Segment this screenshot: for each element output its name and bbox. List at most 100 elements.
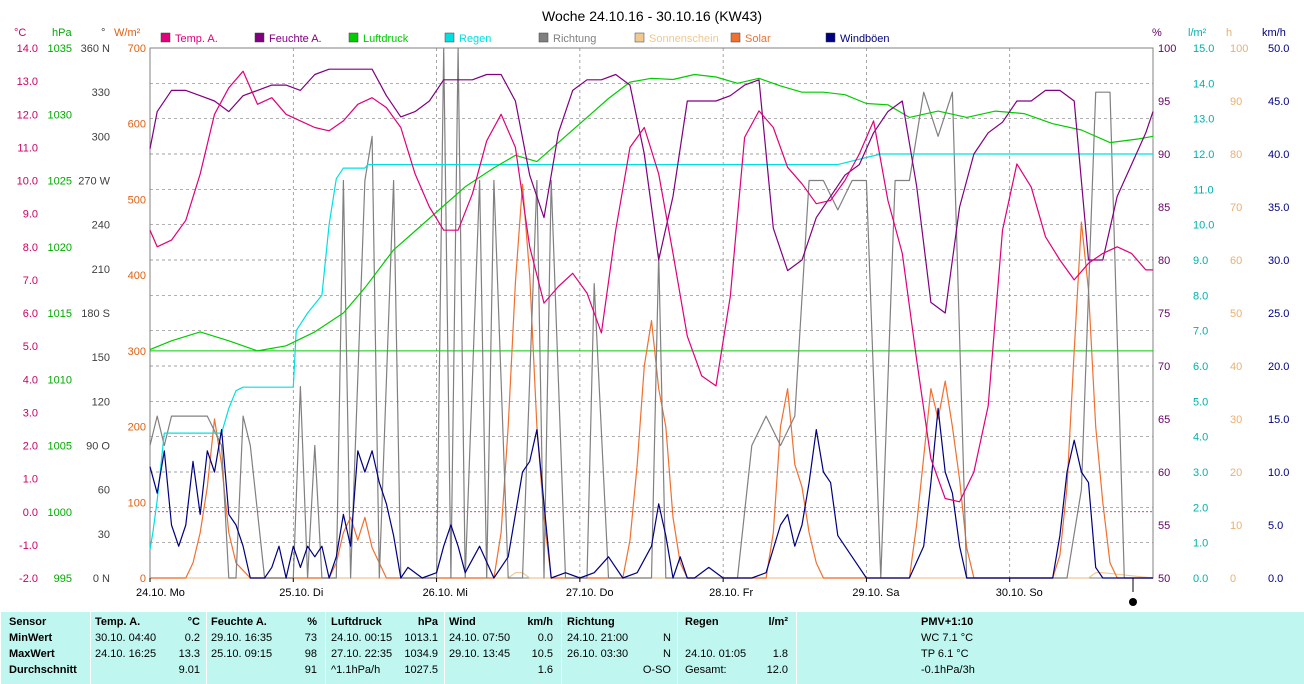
- luftdruck-unit: hPa: [417, 616, 438, 628]
- y-tick-direction: 60: [98, 485, 110, 497]
- y-tick-temp: -2.0: [19, 573, 38, 585]
- richtung-min-time: 24.10. 21:00: [567, 632, 629, 644]
- richtung-avg-value: O-SO: [642, 664, 671, 676]
- legend-swatch: [538, 32, 549, 43]
- y-tick-humidity: 50: [1158, 573, 1170, 585]
- series-line-solar: [150, 183, 1153, 579]
- x-tick-label: 30.10. So: [996, 587, 1043, 599]
- y-tick-solar: 600: [128, 119, 146, 131]
- reference-lines: [150, 350, 1153, 513]
- now-marker-icon: [1129, 598, 1137, 606]
- statistics-table: Sensor MinWert MaxWert Durchschnitt Temp…: [0, 612, 1304, 684]
- y-tick-direction: 270 W: [78, 176, 110, 188]
- y-tick-sunshine: 20: [1230, 467, 1242, 479]
- temp-header: Temp. A.: [95, 616, 141, 628]
- chart-legend: Temp. A. Feuchte A. Luftdruck Regen Richtung…: [160, 32, 890, 45]
- y-tick-rain: 14.0: [1193, 78, 1214, 90]
- axis-unit-rain: l/m²: [1188, 27, 1207, 39]
- richtung-max-time: 26.10. 03:30: [567, 648, 629, 660]
- y-tick-rain: 9.0: [1193, 255, 1208, 267]
- y-tick-humidity: 90: [1158, 149, 1170, 161]
- y-tick-temp: 2.0: [23, 441, 38, 453]
- y-tick-solar: 700: [128, 43, 146, 55]
- regen-max-value: 1.8: [772, 648, 788, 660]
- y-tick-pressure: 1020: [48, 242, 72, 254]
- y-tick-direction: 120: [92, 396, 110, 408]
- chart-title: Woche 24.10.16 - 30.10.16 (KW43): [542, 8, 762, 24]
- weather-chart: Woche 24.10.16 - 30.10.16 (KW43) Temp. A…: [14, 8, 1289, 606]
- y-tick-wind: 40.0: [1268, 149, 1289, 161]
- y-tick-humidity: 70: [1158, 361, 1170, 373]
- y-tick-rain: 0.0: [1193, 573, 1208, 585]
- y-tick-direction: 240: [92, 220, 110, 232]
- y-tick-solar: 500: [128, 194, 146, 206]
- y-tick-sunshine: 70: [1230, 202, 1242, 214]
- y-tick-temp: 14.0: [17, 43, 38, 55]
- y-tick-wind: 50.0: [1268, 43, 1289, 55]
- series-line-luftdruck: [149, 73, 1154, 352]
- series-line-sonnenschein: [150, 572, 1154, 579]
- luftdruck-min-time: 24.10. 00:15: [331, 632, 393, 644]
- wind-header: Wind: [449, 616, 476, 628]
- sensor-header: Sensor: [9, 616, 47, 628]
- y-tick-rain: 15.0: [1193, 43, 1214, 55]
- feuchte-max-value: 98: [304, 648, 317, 660]
- y-tick-sunshine: 30: [1230, 414, 1242, 426]
- y-tick-sunshine: 60: [1230, 255, 1242, 267]
- y-tick-rain: 13.0: [1193, 114, 1214, 126]
- col-richtung: Richtung 24.10. 21:00 N 26.10. 03:30 N O…: [561, 612, 677, 684]
- y-tick-direction: 150: [92, 352, 110, 364]
- legend-swatch: [160, 32, 171, 43]
- y-tick-pressure: 1035: [48, 43, 72, 55]
- x-tick-label: 29.10. Sa: [852, 587, 900, 599]
- luftdruck-max-time: 27.10. 22:35: [331, 648, 393, 660]
- legend-swatch: [634, 32, 645, 43]
- x-tick-label: 26.10. Mi: [423, 587, 468, 599]
- y-tick-direction: 180 S: [81, 308, 110, 320]
- y-tick-humidity: 65: [1158, 414, 1170, 426]
- legend-label: Windböen: [840, 33, 890, 45]
- y-tick-pressure: 1015: [48, 308, 72, 320]
- wind-min-time: 24.10. 07:50: [449, 632, 511, 644]
- y-tick-sunshine: 10: [1230, 520, 1242, 532]
- col-regen: Regen l/m² 24.10. 01:05 1.8 Gesamt: 12.0: [677, 612, 796, 684]
- y-tick-sunshine: 0: [1230, 573, 1236, 585]
- y-tick-humidity: 75: [1158, 308, 1170, 320]
- pmv-header: PMV+1:10: [921, 616, 974, 628]
- y-tick-rain: 7.0: [1193, 326, 1208, 338]
- wind-max-time: 29.10. 13:45: [449, 648, 511, 660]
- y-tick-rain: 11.0: [1193, 184, 1214, 196]
- x-tick-label: 28.10. Fr: [709, 587, 753, 599]
- y-tick-humidity: 55: [1158, 520, 1170, 532]
- legend-label: Richtung: [553, 33, 596, 45]
- y-tick-temp: 12.0: [17, 109, 38, 121]
- luftdruck-avg-value: 1027.5: [404, 664, 438, 676]
- sensor-row-avg: Durchschnitt: [9, 664, 77, 676]
- y-tick-temp: 6.0: [23, 308, 38, 320]
- axis-unit-humidity: %: [1152, 27, 1162, 39]
- y-tick-rain: 12.0: [1193, 149, 1214, 161]
- series-line-temp-a-: [149, 70, 1153, 503]
- feuchte-avg-value: 91: [304, 664, 317, 676]
- y-tick-temp: 11.0: [17, 142, 38, 154]
- y-tick-sunshine: 100: [1230, 43, 1248, 55]
- y-tick-pressure: 1025: [48, 176, 72, 188]
- y-tick-direction: 300: [92, 131, 110, 143]
- legend-swatch: [730, 32, 741, 43]
- y-tick-direction: 90 O: [86, 441, 110, 453]
- series-line-richtung: [149, 47, 1153, 579]
- legend-label: Feuchte A.: [269, 33, 322, 45]
- regen-total-label: Gesamt:: [685, 664, 727, 676]
- y-tick-rain: 10.0: [1193, 220, 1214, 232]
- y-tick-wind: 0.0: [1268, 573, 1283, 585]
- legend-label: Solar: [745, 33, 771, 45]
- regen-header: Regen: [685, 616, 719, 628]
- temp-unit: °C: [187, 616, 200, 628]
- temp-min-time: 30.10. 04:40: [95, 632, 157, 644]
- y-tick-humidity: 60: [1158, 467, 1170, 479]
- col-feuchte: Feuchte A. % 29.10. 16:35 73 25.10. 09:1…: [206, 612, 325, 684]
- y-tick-direction: 330: [92, 87, 110, 99]
- luftdruck-min-value: 1013.1: [404, 632, 438, 644]
- legend-label: Luftdruck: [363, 33, 409, 45]
- y-tick-sunshine: 40: [1230, 361, 1242, 373]
